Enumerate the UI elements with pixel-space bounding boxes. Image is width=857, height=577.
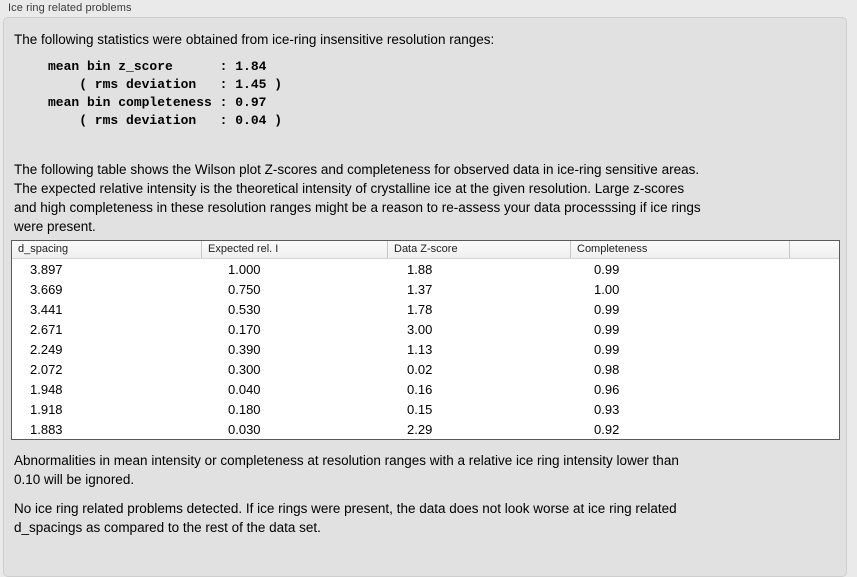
ice-ring-table-body: 3.897 1.000 1.88 0.99 3.669 0.750 1.37 1.00 3.44… bbox=[12, 259, 839, 439]
column-header-completeness[interactable]: Completeness bbox=[570, 241, 789, 258]
column-header-expected-rel-i[interactable]: Expected rel. I bbox=[201, 241, 387, 258]
ignore-threshold-note: Abnormalities in mean intensity or compl… bbox=[14, 453, 679, 487]
table-cell: 1.883 bbox=[30, 421, 63, 437]
table-cell: 0.93 bbox=[594, 401, 620, 417]
table-cell: 0.99 bbox=[594, 321, 620, 337]
table-cell: 0.02 bbox=[407, 361, 433, 377]
table-description: The following table shows the Wilson plo… bbox=[14, 162, 701, 234]
table-cell: 0.99 bbox=[594, 261, 620, 277]
table-cell: 0.040 bbox=[228, 381, 261, 397]
table-cell: 0.98 bbox=[594, 361, 620, 377]
table-cell: 1.000 bbox=[228, 261, 261, 277]
table-cell: 1.13 bbox=[407, 341, 433, 357]
table-row[interactable]: 3.897 1.000 1.88 0.99 bbox=[12, 259, 839, 279]
table-cell: 2.29 bbox=[407, 421, 433, 437]
table-row[interactable]: 1.918 0.180 0.15 0.93 bbox=[12, 399, 839, 419]
stats-block: mean bin z_score : 1.84 ( rms deviation … bbox=[48, 59, 283, 128]
table-cell: 0.300 bbox=[228, 361, 261, 377]
table-cell: 1.37 bbox=[407, 281, 433, 297]
table-cell: 1.88 bbox=[407, 261, 433, 277]
table-cell: 0.170 bbox=[228, 321, 261, 337]
table-cell: 1.78 bbox=[407, 301, 433, 317]
table-cell: 0.390 bbox=[228, 341, 261, 357]
table-cell: 0.15 bbox=[407, 401, 433, 417]
table-cell: 3.00 bbox=[407, 321, 433, 337]
table-cell: 2.249 bbox=[30, 341, 63, 357]
table-cell: 0.530 bbox=[228, 301, 261, 317]
table-cell: 1.00 bbox=[594, 281, 620, 297]
table-cell: 3.441 bbox=[30, 301, 63, 317]
table-cell: 0.750 bbox=[228, 281, 261, 297]
table-row[interactable]: 2.671 0.170 3.00 0.99 bbox=[12, 319, 839, 339]
table-cell: 0.99 bbox=[594, 341, 620, 357]
table-row[interactable]: 1.883 0.030 2.29 0.92 bbox=[12, 419, 839, 439]
conclusion-text: No ice ring related problems detected. I… bbox=[14, 501, 677, 535]
table-row[interactable]: 3.441 0.530 1.78 0.99 bbox=[12, 299, 839, 319]
ice-ring-table: d_spacing Expected rel. I Data Z-score C… bbox=[11, 240, 840, 440]
table-cell: 3.897 bbox=[30, 261, 63, 277]
stats-intro-text: The following statistics were obtained f… bbox=[14, 32, 495, 47]
table-cell: 0.16 bbox=[407, 381, 433, 397]
table-header-row: d_spacing Expected rel. I Data Z-score C… bbox=[12, 241, 839, 259]
table-cell: 3.669 bbox=[30, 281, 63, 297]
panel-title: Ice ring related problems bbox=[8, 2, 132, 14]
column-header-data-z-score[interactable]: Data Z-score bbox=[387, 241, 570, 258]
table-row[interactable]: 2.072 0.300 0.02 0.98 bbox=[12, 359, 839, 379]
ice-ring-panel: The following statistics were obtained f… bbox=[3, 17, 847, 577]
table-cell: 1.948 bbox=[30, 381, 63, 397]
table-cell: 0.96 bbox=[594, 381, 620, 397]
table-cell: 2.671 bbox=[30, 321, 63, 337]
table-cell: 2.072 bbox=[30, 361, 63, 377]
column-header-d-spacing[interactable]: d_spacing bbox=[18, 243, 69, 255]
table-row[interactable]: 2.249 0.390 1.13 0.99 bbox=[12, 339, 839, 359]
table-row[interactable]: 1.948 0.040 0.16 0.96 bbox=[12, 379, 839, 399]
table-cell: 0.030 bbox=[228, 421, 261, 437]
table-row[interactable]: 3.669 0.750 1.37 1.00 bbox=[12, 279, 839, 299]
table-cell: 0.92 bbox=[594, 421, 620, 437]
column-header-empty bbox=[789, 241, 839, 258]
table-cell: 0.99 bbox=[594, 301, 620, 317]
table-cell: 1.918 bbox=[30, 401, 63, 417]
table-cell: 0.180 bbox=[228, 401, 261, 417]
